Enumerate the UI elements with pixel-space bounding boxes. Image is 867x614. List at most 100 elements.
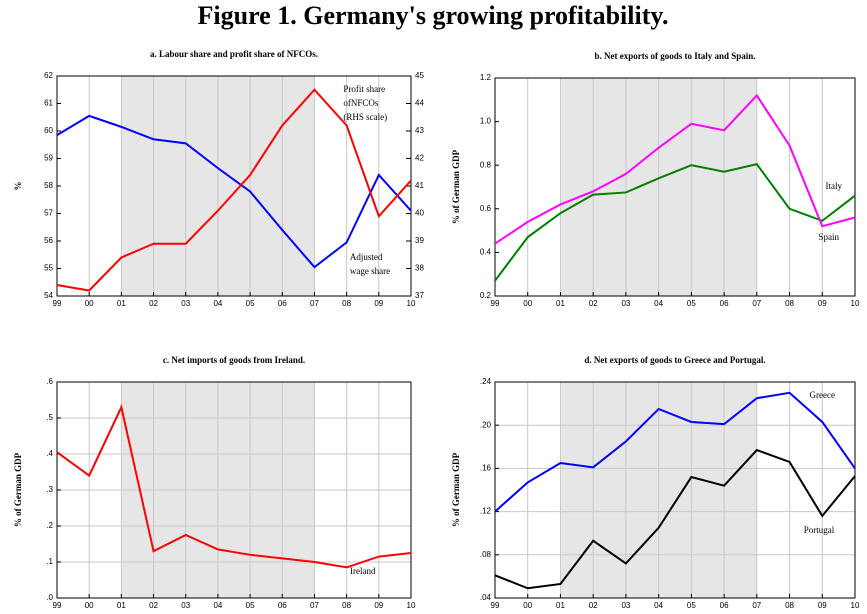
y-tick-label: 62 (44, 71, 53, 80)
x-tick-label: 06 (278, 299, 287, 308)
series-line (56, 88, 412, 292)
x-tick-label: 03 (621, 601, 630, 610)
y-tick-label: 61 (44, 99, 53, 108)
panel-title: a. Labour share and profit share of NFCO… (150, 49, 318, 59)
y-tick-label: 1.2 (480, 73, 492, 82)
series-label: Greece (810, 390, 835, 400)
x-tick-label: 99 (491, 299, 500, 308)
x-tick-label: 02 (589, 299, 598, 308)
y2-tick-label: 37 (415, 291, 424, 300)
figure-title: Figure 1. Germany's growing profitabilit… (198, 1, 669, 30)
y-tick-label: .6 (46, 377, 53, 386)
x-tick-label: 10 (407, 299, 416, 308)
x-tick-label: 03 (621, 299, 630, 308)
x-tick-label: 08 (342, 601, 351, 610)
series-line (56, 404, 412, 569)
plot-frame (494, 381, 856, 599)
series-label: Adjusted (350, 252, 383, 262)
y-tick-label: .0 (46, 593, 53, 602)
x-tick-label: 09 (818, 299, 827, 308)
x-tick-label: 07 (310, 299, 319, 308)
y-axis-label: % of German GDP (13, 452, 23, 527)
y-tick-label: 56 (44, 236, 53, 245)
x-tick-label: 09 (818, 601, 827, 610)
y-tick-label: .08 (480, 550, 492, 559)
x-tick-label: 06 (720, 601, 729, 610)
plot-frame (56, 381, 412, 599)
x-tick-label: 07 (752, 299, 761, 308)
x-tick-label: 02 (149, 299, 158, 308)
series-line (494, 162, 856, 282)
y2-tick-label: 44 (415, 99, 424, 108)
x-tick-label: 10 (407, 601, 416, 610)
plot-frame (494, 77, 856, 297)
y2-tick-label: 38 (415, 264, 424, 273)
x-tick-label: 04 (654, 299, 663, 308)
plot-frame (56, 75, 412, 297)
series-label: Ireland (350, 566, 376, 576)
x-tick-label: 04 (213, 601, 222, 610)
y2-tick-label: 40 (415, 209, 424, 218)
y-tick-label: .24 (480, 377, 492, 386)
y-axis-label: % of German GDP (451, 149, 461, 224)
y-tick-label: .04 (480, 593, 492, 602)
y-tick-label: 54 (44, 291, 53, 300)
y-tick-label: .12 (480, 507, 492, 516)
panel-title: b. Net exports of goods to Italy and Spa… (594, 51, 755, 61)
y-tick-label: .3 (46, 485, 53, 494)
series-line (56, 114, 412, 269)
series-line (494, 93, 856, 245)
x-tick-label: 08 (785, 299, 794, 308)
y2-tick-label: 39 (415, 236, 424, 245)
x-tick-label: 04 (654, 601, 663, 610)
x-tick-label: 02 (589, 601, 598, 610)
x-tick-label: 05 (246, 299, 255, 308)
y-tick-label: .1 (46, 557, 53, 566)
x-tick-label: 05 (687, 601, 696, 610)
x-tick-label: 06 (720, 299, 729, 308)
y-tick-label: .16 (480, 464, 492, 473)
y-tick-label: 59 (44, 154, 53, 163)
series-line (494, 448, 856, 590)
x-tick-label: 06 (278, 601, 287, 610)
y-tick-label: 60 (44, 126, 53, 135)
x-tick-label: 00 (85, 601, 94, 610)
x-tick-label: 03 (181, 601, 190, 610)
x-tick-label: 01 (556, 601, 565, 610)
series-label: (RHS scale) (343, 112, 387, 122)
x-tick-label: 02 (149, 601, 158, 610)
y-tick-label: .5 (46, 413, 53, 422)
y2-tick-label: 43 (415, 126, 424, 135)
series-label: Profit share (343, 84, 385, 94)
panel-title: c. Net imports of goods from Ireland. (163, 355, 305, 365)
x-tick-label: 00 (523, 601, 532, 610)
y-tick-label: 0.4 (480, 248, 492, 257)
series-label: ofNFCOs (343, 98, 379, 108)
x-tick-label: 09 (374, 299, 383, 308)
series-label: wage share (350, 266, 390, 276)
x-tick-label: 05 (687, 299, 696, 308)
x-tick-label: 08 (342, 299, 351, 308)
x-tick-label: 08 (785, 601, 794, 610)
x-tick-label: 99 (53, 299, 62, 308)
y-tick-label: 0.6 (480, 204, 492, 213)
y-tick-label: 58 (44, 181, 53, 190)
x-tick-label: 09 (374, 601, 383, 610)
y-axis-label: % (13, 182, 23, 191)
y-tick-label: .4 (46, 449, 53, 458)
x-tick-label: 04 (213, 299, 222, 308)
x-tick-label: 00 (523, 299, 532, 308)
x-tick-label: 10 (851, 601, 860, 610)
x-tick-label: 01 (117, 601, 126, 610)
series-label: Portugal (804, 525, 835, 535)
series-line (494, 391, 856, 513)
x-tick-label: 01 (117, 299, 126, 308)
y-tick-label: 57 (44, 209, 53, 218)
x-tick-label: 10 (851, 299, 860, 308)
series-label: Italy (825, 181, 842, 191)
y2-tick-label: 41 (415, 181, 424, 190)
y-tick-label: 1.0 (480, 117, 492, 126)
x-tick-label: 03 (181, 299, 190, 308)
y-tick-label: .20 (480, 420, 492, 429)
